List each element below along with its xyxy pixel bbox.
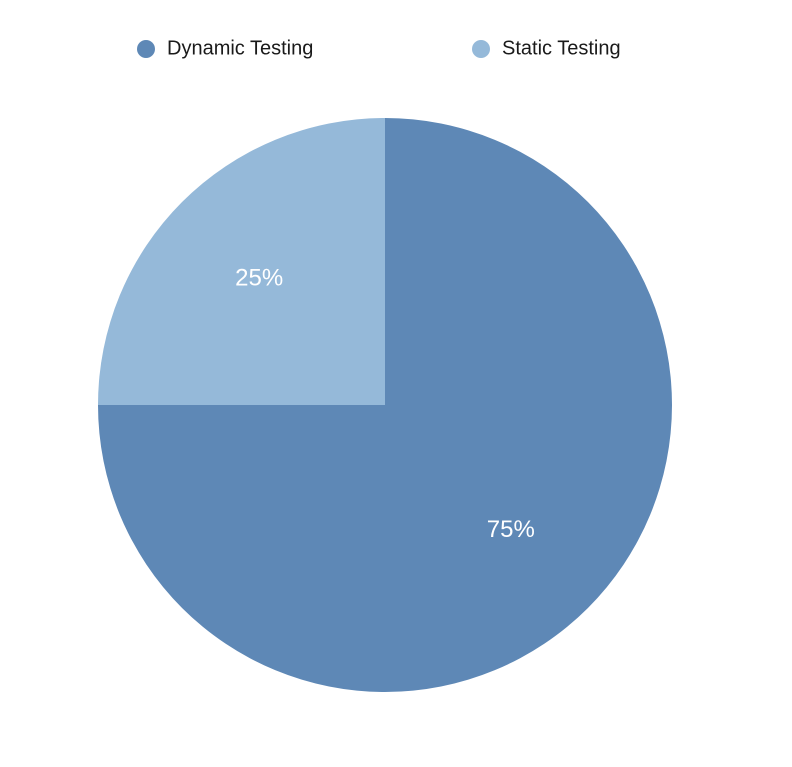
- slice-label-dynamic-testing: 75%: [487, 516, 535, 543]
- legend-label: Dynamic Testing: [167, 37, 313, 59]
- legend-label: Static Testing: [502, 37, 621, 59]
- slice-label-static-testing: 25%: [235, 265, 283, 292]
- legend-item-static-testing: Static Testing: [472, 37, 621, 59]
- legend-item-dynamic-testing: Dynamic Testing: [137, 37, 313, 59]
- slice-labels: 75% 25%: [235, 265, 535, 544]
- legend: Dynamic Testing Static Testing: [137, 37, 621, 59]
- legend-swatch: [472, 40, 490, 58]
- pie-slice-static-testing: [98, 118, 385, 405]
- pie-slices: [98, 118, 672, 692]
- legend-swatch: [137, 40, 155, 58]
